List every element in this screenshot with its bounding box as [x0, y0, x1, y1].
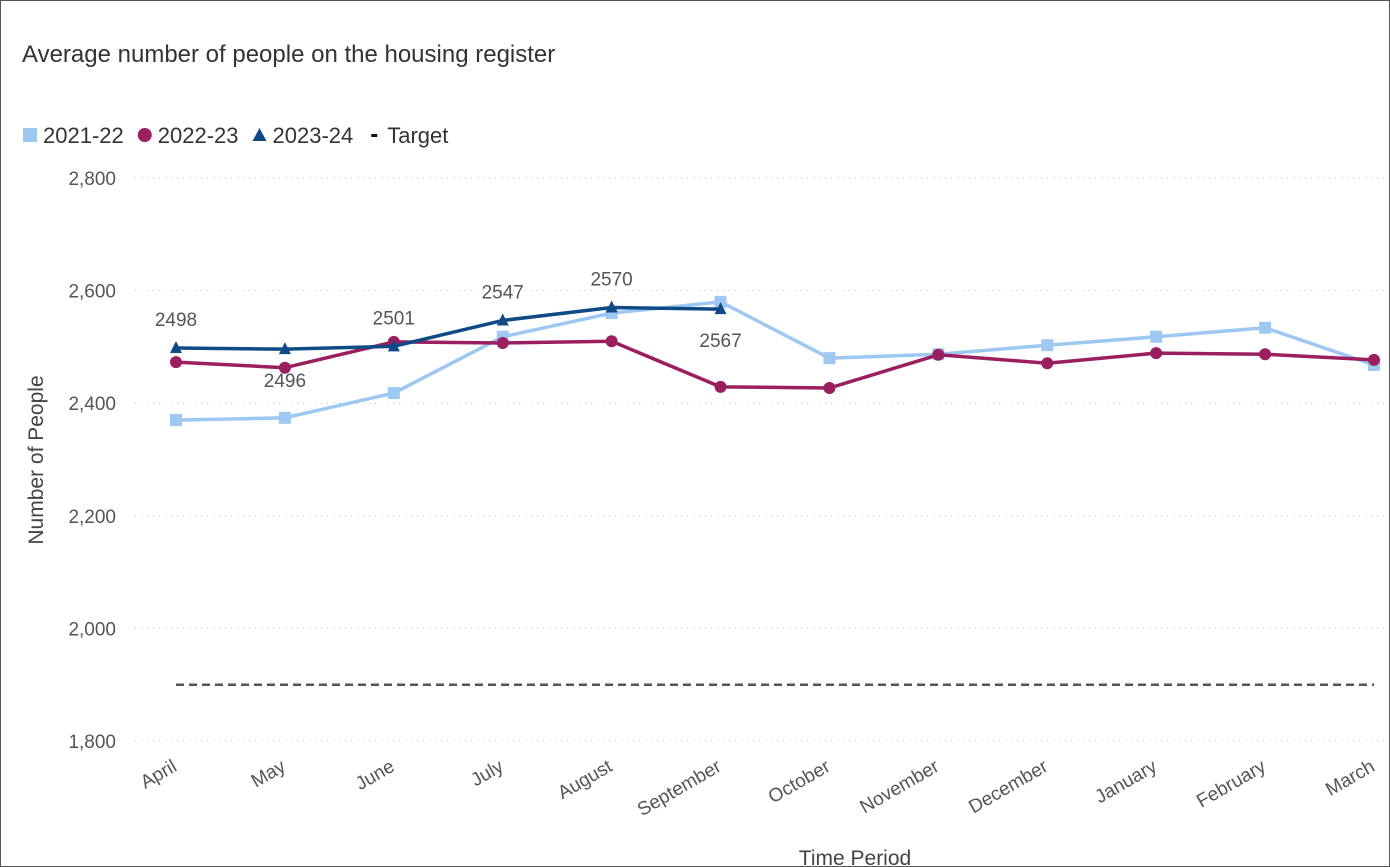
marker: [1259, 348, 1272, 361]
marker: [1150, 330, 1163, 343]
marker: [170, 341, 182, 354]
marker: [823, 381, 836, 394]
marker: [714, 380, 727, 393]
marker: [387, 339, 400, 352]
marker: [387, 387, 400, 400]
marker: [714, 295, 727, 308]
y-tick-label: 2,000: [68, 619, 116, 640]
y-tick-label: 2,400: [68, 394, 116, 415]
legend-swatch: [23, 128, 37, 142]
marker: [496, 336, 509, 349]
marker: [823, 352, 836, 365]
marker: [278, 411, 291, 424]
marker: [1041, 357, 1054, 370]
chart-title: Average number of people on the housing …: [22, 41, 555, 68]
y-axis-title: Number of People: [25, 375, 48, 544]
data-label: 2567: [699, 331, 741, 352]
marker: [714, 302, 727, 315]
marker: [1259, 321, 1272, 334]
data-label: 2547: [482, 282, 524, 303]
marker: [605, 335, 618, 348]
y-tick-label: 2,800: [68, 169, 116, 190]
marker: [170, 414, 182, 427]
legend-label: Target: [387, 123, 448, 148]
y-tick-label: 2,200: [68, 507, 116, 528]
data-label: 2496: [264, 371, 306, 392]
marker: [278, 342, 291, 355]
data-label: 2501: [373, 308, 415, 329]
data-label: 2498: [155, 310, 197, 331]
data-label: 2570: [590, 269, 632, 290]
legend-swatch: [137, 128, 152, 142]
legend-swatch: [252, 128, 267, 141]
legend-swatch: [371, 134, 378, 137]
series-line: [175, 300, 1375, 422]
y-tick-label: 1,800: [68, 732, 116, 753]
marker: [605, 300, 618, 313]
legend-label: 2021-22: [43, 123, 124, 148]
legend-label: 2022-23: [158, 123, 239, 148]
marker: [496, 313, 509, 326]
y-tick-label: 2,600: [68, 282, 116, 303]
marker: [1041, 339, 1054, 352]
marker: [170, 356, 182, 369]
marker: [932, 348, 945, 361]
series-line: [175, 305, 721, 351]
marker: [278, 361, 291, 374]
legend-label: 2023-24: [273, 123, 354, 148]
marker: [1150, 347, 1163, 360]
x-axis-title: Time Period: [799, 847, 911, 867]
marker: [1368, 353, 1380, 366]
